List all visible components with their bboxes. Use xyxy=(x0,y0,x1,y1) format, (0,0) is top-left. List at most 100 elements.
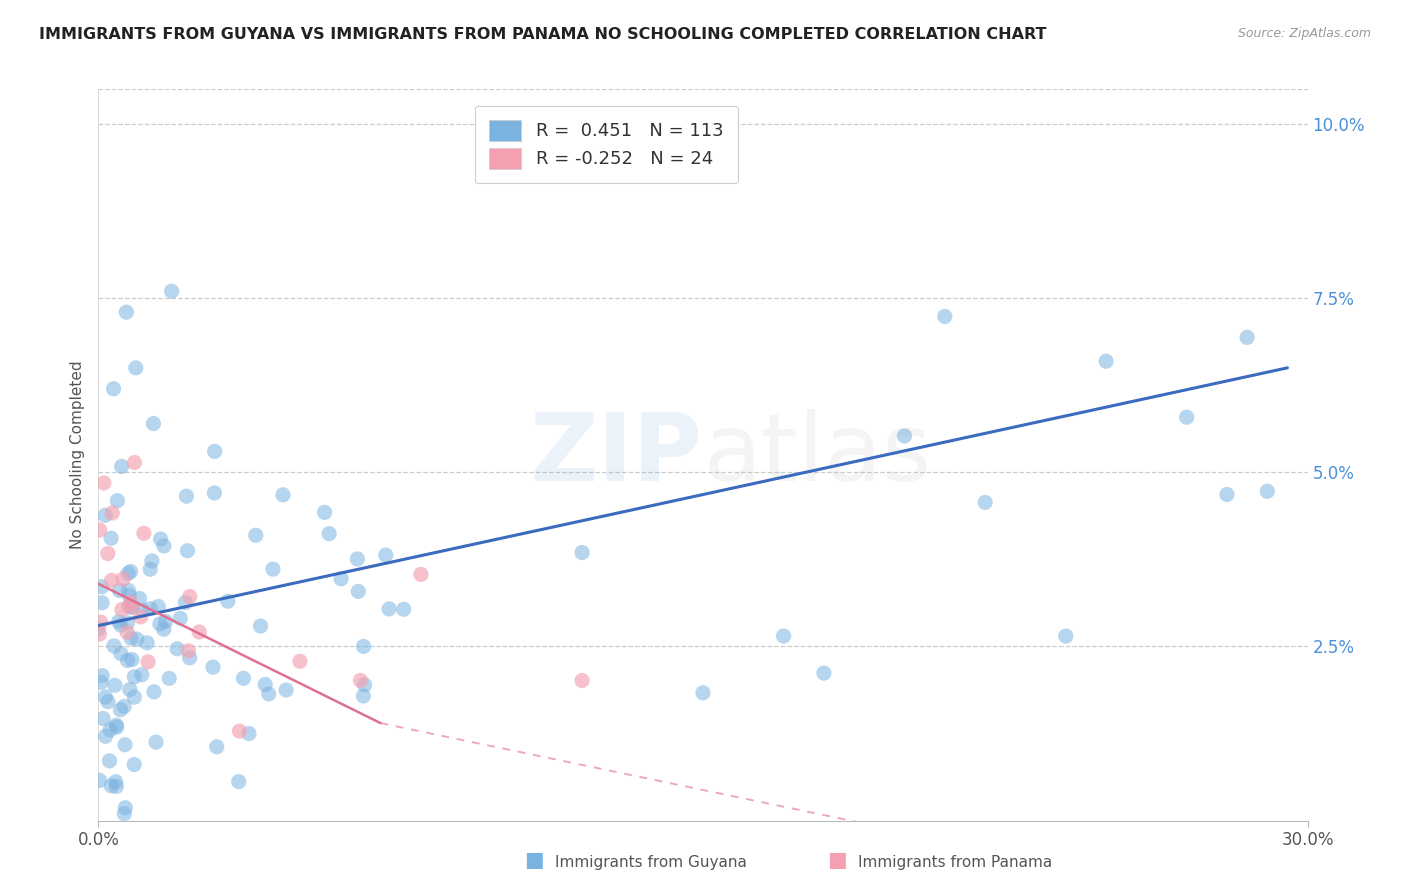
Point xyxy=(155,615,177,629)
Point xyxy=(90,675,112,690)
Point xyxy=(100,531,122,545)
Point xyxy=(111,602,134,616)
Point xyxy=(117,653,139,667)
Point xyxy=(117,615,139,630)
Point xyxy=(110,459,132,474)
Point xyxy=(1175,410,1198,425)
Point xyxy=(143,685,166,699)
Point xyxy=(131,667,153,681)
Y-axis label: No Schooling Completed: No Schooling Completed xyxy=(69,360,84,549)
Point xyxy=(169,611,191,625)
Point xyxy=(132,603,155,617)
Point xyxy=(89,523,111,537)
Point xyxy=(122,670,145,684)
Point xyxy=(149,616,172,631)
Point xyxy=(124,690,146,705)
Point xyxy=(353,678,375,692)
Point xyxy=(141,554,163,568)
Point xyxy=(314,505,336,519)
Point xyxy=(125,632,148,647)
Point xyxy=(934,310,956,324)
Point xyxy=(392,602,415,616)
Point xyxy=(118,682,141,697)
Point xyxy=(274,683,297,698)
Point xyxy=(105,493,128,508)
Point xyxy=(245,528,267,542)
Point xyxy=(205,739,228,754)
Point xyxy=(353,640,375,654)
Legend: R =  0.451   N = 113, R = -0.252   N = 24: R = 0.451 N = 113, R = -0.252 N = 24 xyxy=(475,105,738,184)
Point xyxy=(254,677,277,691)
Point xyxy=(100,779,122,793)
Point xyxy=(1216,487,1239,501)
Point xyxy=(111,572,134,586)
Point xyxy=(118,589,141,603)
Point xyxy=(176,543,198,558)
Point xyxy=(105,720,128,734)
Point xyxy=(139,562,162,576)
Point xyxy=(262,562,284,576)
Point xyxy=(238,726,260,740)
Point xyxy=(1095,354,1118,368)
Point xyxy=(136,655,159,669)
Point xyxy=(104,678,127,692)
Point xyxy=(1236,330,1258,344)
Point xyxy=(136,636,159,650)
Point xyxy=(91,712,114,726)
Point xyxy=(228,724,250,739)
Point xyxy=(571,545,593,559)
Point xyxy=(166,641,188,656)
Point xyxy=(122,757,145,772)
Text: Source: ZipAtlas.com: Source: ZipAtlas.com xyxy=(1237,27,1371,40)
Point xyxy=(772,629,794,643)
Point xyxy=(115,305,138,319)
Point xyxy=(201,660,224,674)
Point xyxy=(129,610,152,624)
Point xyxy=(120,631,142,645)
Point xyxy=(118,599,141,614)
Point xyxy=(117,566,139,581)
Point xyxy=(114,801,136,815)
Point xyxy=(813,666,835,681)
Point xyxy=(91,668,114,682)
Point xyxy=(132,526,155,541)
Point xyxy=(90,580,112,594)
Point xyxy=(228,774,250,789)
Point xyxy=(89,773,111,788)
Text: Immigrants from Guyana: Immigrants from Guyana xyxy=(555,855,747,870)
Point xyxy=(177,644,200,658)
Point xyxy=(115,625,138,640)
Point xyxy=(94,508,117,523)
Point xyxy=(98,754,121,768)
Point xyxy=(346,552,368,566)
Point xyxy=(105,780,128,794)
Point xyxy=(120,595,142,609)
Point xyxy=(374,548,396,562)
Point xyxy=(1256,484,1278,499)
Point xyxy=(125,360,148,375)
Point xyxy=(120,565,142,579)
Point xyxy=(145,735,167,749)
Point xyxy=(103,639,125,653)
Point xyxy=(204,444,226,458)
Text: Immigrants from Panama: Immigrants from Panama xyxy=(858,855,1052,870)
Point xyxy=(318,526,340,541)
Point xyxy=(188,625,211,640)
Point xyxy=(87,622,110,636)
Point xyxy=(112,806,135,821)
Point xyxy=(1054,629,1077,643)
Point xyxy=(352,689,374,703)
Point xyxy=(153,539,176,553)
Point xyxy=(124,456,146,470)
Point xyxy=(347,584,370,599)
Point xyxy=(288,654,311,668)
Point xyxy=(90,615,112,629)
Point xyxy=(110,703,132,717)
Point xyxy=(271,488,294,502)
Point xyxy=(121,652,143,666)
Point xyxy=(105,718,128,732)
Point xyxy=(148,599,170,614)
Point xyxy=(120,599,142,614)
Text: ■: ■ xyxy=(827,850,846,870)
Point xyxy=(104,774,127,789)
